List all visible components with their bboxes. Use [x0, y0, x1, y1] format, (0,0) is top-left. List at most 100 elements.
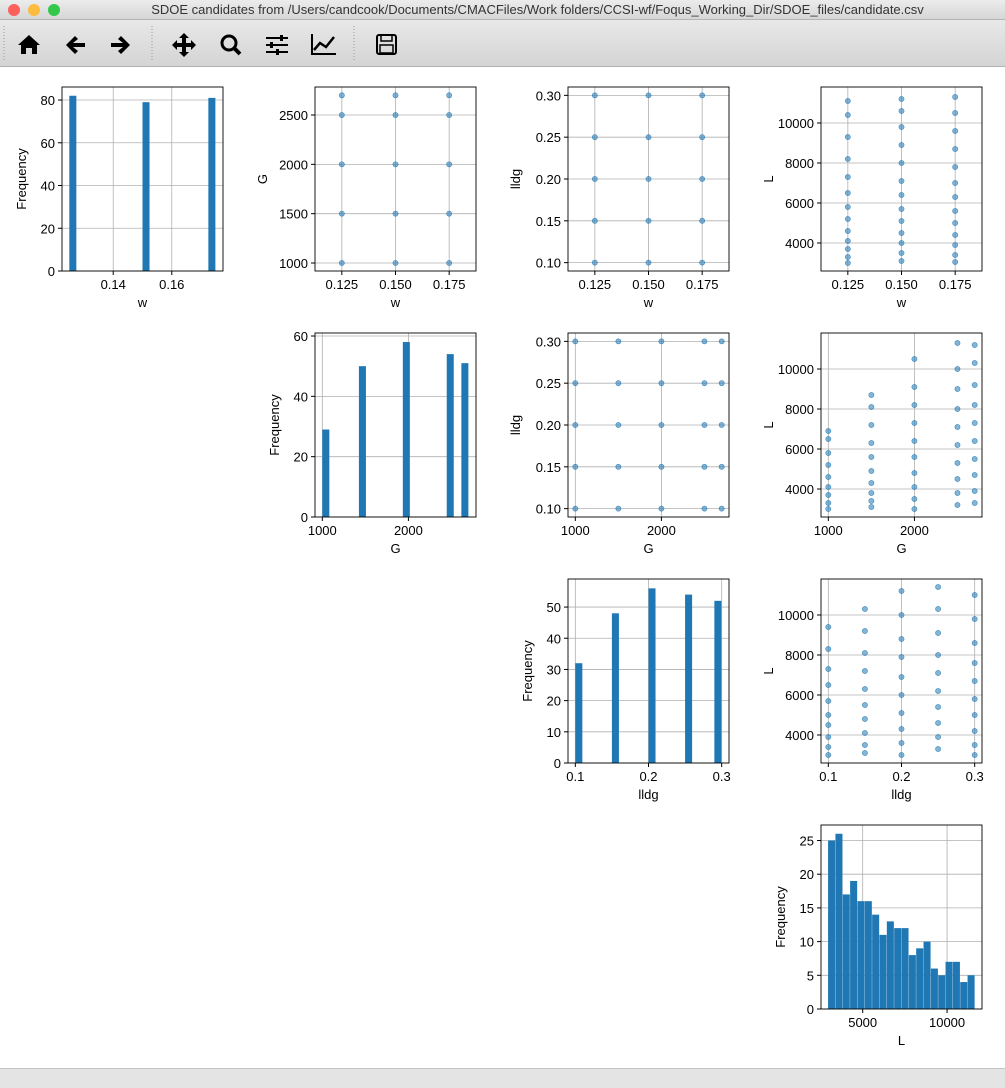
scatter-point [898, 142, 905, 148]
close-button[interactable] [8, 4, 20, 16]
pan-button[interactable] [172, 33, 196, 57]
scatter-point [392, 161, 399, 168]
histogram-bar [916, 948, 924, 1009]
scatter-point [844, 190, 851, 196]
y-tick-label: 20 [800, 867, 814, 882]
x-tick-label: 0.175 [686, 277, 719, 292]
scatter-point [699, 259, 706, 266]
y-tick-label: 0.25 [536, 130, 561, 145]
x-tick-label: 0.125 [579, 277, 612, 292]
histogram-bar [901, 928, 909, 1009]
forward-button[interactable] [111, 36, 130, 54]
scatter-point [446, 161, 453, 168]
scatter-point [952, 128, 959, 134]
scatter-point [701, 338, 708, 345]
histogram-bar [402, 342, 410, 517]
scatter-point [862, 628, 868, 634]
y-axis-label: lldg [508, 169, 523, 189]
axes-frame [820, 824, 983, 1010]
configure-button[interactable] [266, 35, 288, 55]
y-tick-label: 30 [547, 662, 561, 677]
scatter-point [868, 504, 875, 510]
scatter-point [952, 252, 959, 258]
x-tick-label: 10000 [929, 1015, 965, 1030]
scatter-point [935, 704, 941, 710]
histogram-bar [952, 961, 960, 1009]
back-button[interactable] [66, 36, 85, 54]
axes-frame [567, 578, 730, 764]
zoom-button[interactable] [48, 4, 60, 16]
histogram-bar [879, 934, 887, 1009]
scatter-point [338, 260, 345, 266]
y-tick-label: 2000 [279, 157, 308, 172]
scatter-point [392, 210, 399, 217]
histogram-bar [842, 894, 850, 1009]
scatter-point [572, 505, 579, 512]
scatter-point [971, 742, 978, 748]
scatter-point [971, 420, 978, 426]
subplot: 1000 2000 0 20 40 60 G Frequency [267, 329, 477, 556]
y-tick-label: 0.20 [536, 172, 561, 187]
y-tick-label: 6000 [785, 442, 814, 457]
scatter-point [898, 752, 905, 758]
scatter-point [952, 259, 959, 265]
axes-frame [820, 578, 983, 764]
y-axis-label: Frequency [267, 394, 282, 456]
scatter-point [898, 108, 905, 114]
x-tick-label: 0.1 [566, 769, 584, 784]
x-tick-label: 0.175 [939, 277, 972, 292]
histogram-bar [960, 982, 968, 1009]
scatter-point [392, 260, 399, 266]
scatter-point [971, 500, 978, 506]
scatter-point [862, 750, 868, 756]
x-tick-label: 0.125 [326, 277, 359, 292]
scatter-point [338, 112, 345, 118]
scatter-point [615, 505, 622, 512]
histogram-bar [648, 588, 656, 763]
scatter-point [844, 254, 851, 260]
scatter-point [825, 698, 832, 704]
x-tick-label: 1000 [561, 523, 590, 538]
scatter-point [954, 442, 961, 448]
save-button[interactable] [376, 34, 397, 55]
scatter-point [591, 134, 598, 141]
scatter-point [952, 110, 959, 116]
x-tick-label: 0.175 [433, 277, 466, 292]
x-tick-label: 0.150 [885, 277, 918, 292]
y-tick-label: 25 [800, 834, 814, 849]
x-tick-label: 0.125 [832, 277, 865, 292]
histogram-bar [208, 97, 216, 271]
scatter-point [844, 204, 851, 210]
edit-axes-button[interactable] [311, 34, 336, 55]
scatter-point [645, 259, 652, 266]
y-tick-label: 0 [807, 1002, 814, 1017]
zoom-tool-button[interactable] [220, 34, 242, 56]
y-tick-label: 0.20 [536, 418, 561, 433]
scatter-point [699, 134, 706, 141]
scatter-point [572, 463, 579, 470]
histogram-bar [358, 366, 366, 517]
home-button[interactable] [18, 35, 40, 54]
y-tick-label: 0.15 [536, 214, 561, 229]
x-axis-label: w [643, 295, 654, 310]
scatter-point [844, 98, 851, 104]
scatter-point [615, 380, 622, 387]
minimize-button[interactable] [28, 4, 40, 16]
x-axis-label: w [137, 295, 148, 310]
y-tick-label: 0.10 [536, 502, 561, 517]
scatter-point [971, 488, 978, 494]
scatter-point [952, 180, 959, 186]
histogram-bar [611, 613, 619, 763]
y-axis-label: Frequency [520, 640, 535, 702]
scatter-point [911, 384, 918, 390]
y-tick-label: 6000 [785, 688, 814, 703]
scatter-point [954, 424, 961, 430]
scatter-point [862, 702, 868, 708]
scatter-point [825, 428, 832, 434]
scatter-point [911, 484, 918, 490]
scatter-point [898, 740, 905, 746]
histogram-bar [945, 961, 953, 1009]
scatter-point [825, 484, 832, 490]
y-tick-label: 10000 [778, 608, 814, 623]
